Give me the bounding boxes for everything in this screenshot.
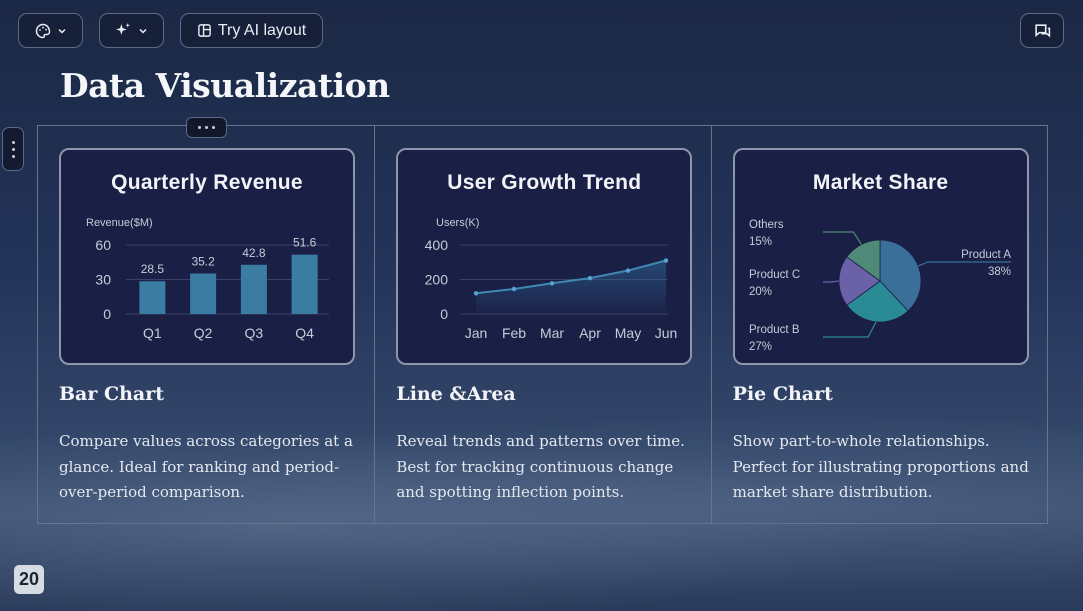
- area-fill: [476, 260, 667, 314]
- line-chart: Users(K) 0 200 400 Jan Feb Mar Apr May Jun: [425, 217, 678, 341]
- content-grid: Quarterly Revenue Revenue($M) 0 30 60 28.5 Q1…: [37, 125, 1048, 524]
- y-tick-label: 0: [441, 306, 449, 322]
- layout-icon: [198, 24, 211, 37]
- slice-label: Product B: [749, 324, 800, 336]
- slice-percent: 20%: [749, 286, 772, 298]
- data-point: [664, 258, 669, 263]
- column-description: Show part-to-whole relationships. Perfec…: [732, 432, 1029, 501]
- x-tick-label: Q3: [245, 325, 264, 341]
- data-point: [474, 291, 479, 296]
- x-tick-label: Apr: [579, 325, 601, 341]
- drag-handle[interactable]: [2, 127, 24, 171]
- data-label: 51.6: [293, 236, 317, 250]
- column-heading: Line &Area: [396, 383, 516, 405]
- comment-button[interactable]: [1020, 13, 1064, 48]
- column-bar-chart: Quarterly Revenue Revenue($M) 0 30 60 28.5 Q1…: [38, 126, 374, 523]
- x-tick-label: Q4: [295, 325, 314, 341]
- y-tick-label: 0: [103, 306, 111, 322]
- bar: [291, 254, 318, 314]
- data-label: 28.5: [141, 262, 165, 276]
- data-point: [588, 275, 593, 281]
- chevron-down-icon: [139, 28, 147, 34]
- palette-icon: [35, 23, 50, 38]
- bar: [190, 273, 217, 314]
- y-tick-label: 60: [95, 237, 111, 253]
- chevron-down-icon: [57, 28, 66, 34]
- column-heading: Pie Chart: [732, 383, 833, 405]
- chart-title: User Growth Trend: [447, 171, 642, 194]
- comment-icon: [1034, 24, 1050, 38]
- data-label: 42.8: [242, 246, 266, 260]
- x-tick-label: Q2: [194, 325, 213, 341]
- column-heading: Bar Chart: [59, 383, 165, 405]
- chart-title: Quarterly Revenue: [111, 171, 303, 194]
- sparkle-icon: [116, 23, 130, 35]
- more-options-handle[interactable]: [186, 117, 227, 138]
- chart-card-line: User Growth Trend Users(K) 0 200 400 Jan Feb M…: [396, 148, 693, 365]
- column-pie-chart: Market Share Product A 38% Product B 27% Pro…: [710, 126, 1047, 523]
- data-label: 35.2: [191, 255, 215, 269]
- page-title: Data Visualization: [60, 66, 390, 105]
- series-line: [476, 259, 667, 295]
- leader-line: [822, 280, 839, 283]
- slice-label: Product C: [749, 269, 800, 281]
- data-point: [626, 268, 631, 273]
- y-tick-label: 400: [425, 237, 449, 253]
- leader-line: [822, 231, 862, 245]
- y-tick-label: 30: [95, 272, 111, 288]
- x-tick-label: Jun: [655, 325, 678, 341]
- pie-chart: Product A 38% Product B 27% Product C 20% Othe…: [749, 219, 1011, 353]
- y-axis-label: Revenue($M): [86, 217, 153, 229]
- x-tick-label: May: [615, 325, 641, 341]
- try-ai-layout-label: Try AI layout: [217, 21, 307, 39]
- column-description: Reveal trends and patterns over time. Be…: [396, 432, 685, 501]
- x-tick-label: Mar: [540, 325, 564, 341]
- column-description: Compare values across categories at a gl…: [59, 432, 353, 501]
- slice-label: Others: [749, 219, 784, 231]
- try-ai-layout-button[interactable]: Try AI layout: [180, 13, 323, 48]
- bar-chart: Revenue($M) 0 30 60 28.5 Q1 35.2 Q2 42.8 Q3 51.6 Q4: [86, 217, 329, 341]
- x-tick-label: Jan: [465, 325, 488, 341]
- theme-button[interactable]: [18, 13, 83, 48]
- x-tick-label: Q1: [143, 325, 162, 341]
- slice-percent: 27%: [749, 341, 772, 353]
- leader-line: [917, 261, 1011, 267]
- chart-card-pie: Market Share Product A 38% Product B 27% Pro…: [732, 148, 1029, 365]
- chart-card-bar: Quarterly Revenue Revenue($M) 0 30 60 28.5 Q1…: [59, 148, 355, 365]
- bar: [139, 281, 166, 314]
- slice-label: Product A: [961, 249, 1011, 261]
- slice-percent: 15%: [749, 236, 772, 248]
- data-point: [550, 281, 555, 286]
- ai-options-button[interactable]: [99, 13, 164, 48]
- leader-line: [822, 321, 877, 338]
- y-tick-label: 200: [425, 272, 449, 288]
- y-axis-label: Users(K): [436, 217, 479, 229]
- slice-percent: 38%: [988, 266, 1011, 278]
- data-point: [512, 286, 517, 292]
- pie-slice: [879, 239, 921, 312]
- background: [0, 400, 1083, 611]
- chart-title: Market Share: [812, 171, 949, 194]
- page-number: 20: [14, 565, 44, 594]
- column-line-chart: User Growth Trend Users(K) 0 200 400 Jan Feb M…: [374, 126, 710, 523]
- bar: [240, 264, 267, 314]
- x-tick-label: Feb: [502, 325, 526, 341]
